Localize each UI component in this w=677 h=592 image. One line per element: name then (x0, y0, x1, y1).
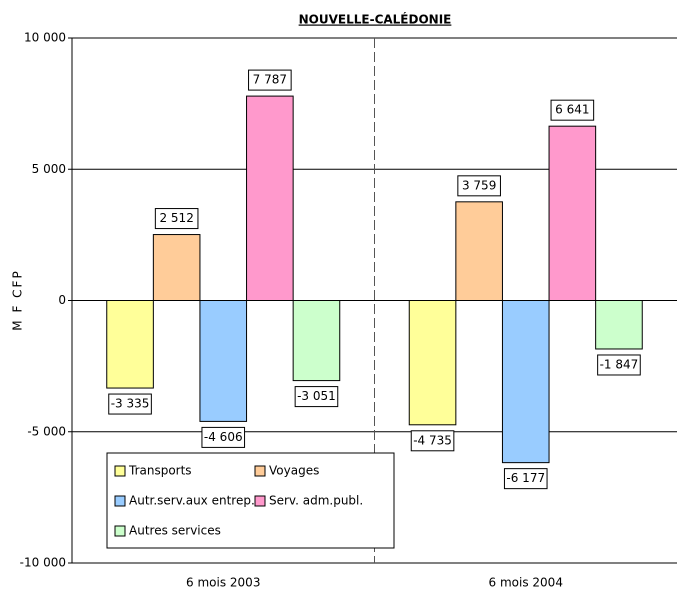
value-label: -4 606 (204, 430, 243, 444)
legend-swatch (254, 465, 266, 477)
value-label: -3 051 (297, 389, 336, 403)
legend-swatch (254, 495, 266, 507)
value-label-box (248, 69, 292, 91)
value-label: -6 177 (506, 471, 545, 485)
value-label: 6 641 (555, 103, 589, 117)
value-label: -3 335 (111, 397, 150, 411)
legend-label: Transports (128, 464, 192, 478)
x-tick-label: 6 mois 2003 (186, 576, 260, 590)
y-axis-label: M F CFP (11, 269, 25, 330)
legend-swatch (114, 465, 126, 477)
value-label-box (410, 430, 455, 452)
bar (152, 234, 201, 301)
legend-swatch (114, 495, 126, 507)
y-tick-label: -5 000 (27, 424, 66, 438)
value-label-box (597, 354, 641, 376)
bar (455, 201, 503, 301)
bar (292, 300, 341, 382)
bar (106, 300, 154, 389)
value-label: -1 847 (600, 357, 639, 371)
bar (246, 95, 294, 301)
chart-title: NOUVELLE-CALÉDONIE (299, 12, 452, 27)
value-label: 2 512 (159, 211, 193, 225)
bar (501, 300, 550, 464)
value-label: 3 759 (462, 178, 496, 192)
value-label-box (550, 99, 595, 121)
y-tick-label: 5 000 (32, 162, 66, 176)
value-label-box (294, 386, 339, 408)
bar (408, 300, 457, 426)
legend-label: Voyages (269, 464, 319, 478)
legend-swatch (114, 525, 126, 537)
x-tick-label: 6 mois 2004 (489, 576, 563, 590)
legend-box (106, 452, 395, 549)
value-label-box (457, 175, 501, 197)
value-label: 7 787 (253, 73, 287, 87)
y-tick-label: 10 000 (24, 31, 66, 45)
legend-label: Autr.serv.aux entrep. (129, 494, 255, 508)
bar (199, 300, 248, 422)
value-label: -4 735 (413, 433, 452, 447)
y-tick-label: 0 (58, 293, 66, 307)
value-label-box (201, 426, 246, 448)
value-label-box (503, 468, 548, 490)
legend-label: Autres services (129, 524, 221, 538)
bar (548, 125, 597, 301)
y-tick-label: -10 000 (20, 556, 66, 570)
value-label-box (154, 208, 199, 230)
bar (595, 300, 643, 350)
legend-label: Serv. adm.publ. (269, 494, 363, 508)
value-label-box (108, 393, 152, 415)
